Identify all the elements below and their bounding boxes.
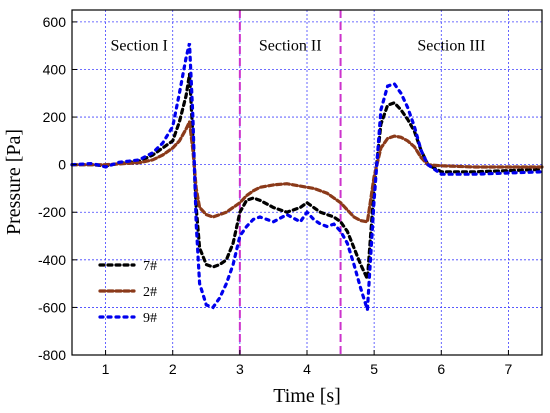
legend-label: 9# (143, 311, 157, 326)
x-tick-label: 1 (102, 361, 110, 377)
y-tick-label: -600 (38, 299, 66, 315)
y-tick-label: 400 (43, 61, 67, 77)
x-tick-label: 6 (437, 361, 445, 377)
y-tick-label: -800 (38, 347, 66, 363)
x-tick-label: 4 (303, 361, 311, 377)
y-tick-label: -400 (38, 252, 66, 268)
section-boundaries (238, 10, 342, 355)
x-tick-label: 3 (236, 361, 244, 377)
section-label-1: Section I (110, 38, 167, 55)
axis-ticks: 1 2 3 4 5 6 7 -800 -600 -400 -200 0 200 400 600 (38, 14, 513, 377)
section-labels: Section I Section II Section III (110, 38, 485, 55)
y-tick-label: 0 (58, 157, 66, 173)
series-line-3 (70, 42, 544, 311)
y-axis-title: Pressure [Pa] (3, 129, 25, 235)
y-tick-label: 600 (43, 14, 67, 30)
x-tick-label: 7 (505, 361, 513, 377)
series-line-2 (70, 116, 544, 224)
y-tick-label: 200 (43, 109, 67, 125)
legend-label: 7# (143, 259, 157, 274)
x-axis-title: Time [s] (273, 385, 341, 407)
section-label-2: Section II (259, 38, 322, 55)
section-label-3: Section III (417, 38, 485, 55)
legend-label: 2# (143, 285, 157, 300)
series-line-1 (70, 73, 544, 286)
series-layer (70, 42, 544, 311)
y-tick-label: -200 (38, 204, 66, 220)
x-tick-label: 2 (169, 361, 177, 377)
x-tick-label: 5 (370, 361, 378, 377)
legend: 7# 2# 9# (98, 259, 157, 326)
